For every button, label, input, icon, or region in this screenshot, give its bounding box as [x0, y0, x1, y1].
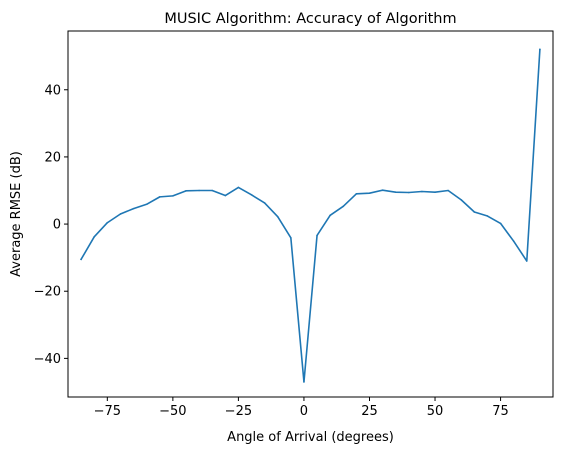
x-tick-label: 25	[361, 404, 378, 419]
data-point	[394, 191, 397, 193]
data-point	[290, 237, 292, 239]
data-point	[342, 205, 345, 208]
y-tick-label: 40	[44, 83, 61, 98]
data-point	[447, 189, 449, 192]
data-point	[172, 195, 174, 197]
x-tick-label: −25	[225, 404, 252, 419]
x-tick-label: −50	[159, 404, 186, 419]
data-point	[185, 190, 187, 192]
data-point	[106, 221, 109, 224]
data-point	[237, 186, 240, 189]
x-axis-ticks: −75 −50 −25 0 25 50 75	[94, 397, 509, 419]
data-point	[368, 192, 371, 194]
y-axis-label: Average RMSE (dB)	[9, 151, 24, 277]
x-tick-label: −75	[94, 404, 121, 419]
data-point	[132, 207, 135, 210]
data-point	[381, 189, 384, 191]
data-point	[224, 194, 227, 197]
series-line	[80, 48, 541, 383]
data-point	[80, 258, 82, 261]
data-point	[355, 193, 358, 195]
data-point	[512, 240, 515, 242]
plot-area	[80, 48, 541, 383]
data-point	[460, 199, 463, 201]
data-point	[145, 203, 148, 206]
data-point	[473, 211, 476, 213]
chart-title: MUSIC Algorithm: Accuracy of Algorithm	[164, 11, 456, 27]
data-point	[499, 222, 502, 225]
x-tick-label: 50	[427, 404, 444, 419]
y-tick-label: 20	[44, 150, 61, 165]
data-point	[303, 381, 305, 383]
data-point	[486, 215, 489, 217]
data-points	[80, 48, 541, 383]
data-point	[158, 196, 161, 198]
data-point	[408, 191, 410, 194]
data-point	[119, 213, 122, 215]
data-point	[250, 194, 253, 196]
x-axis-label: Angle of Arrival (degrees)	[227, 430, 394, 445]
data-point	[539, 48, 541, 51]
y-tick-label: −40	[34, 352, 61, 367]
data-point	[316, 234, 318, 237]
y-tick-label: −20	[34, 285, 61, 300]
data-point	[421, 190, 423, 193]
data-point	[329, 214, 331, 217]
x-tick-label: 0	[300, 404, 308, 419]
data-point	[263, 202, 266, 204]
data-point	[525, 260, 528, 262]
y-axis-ticks: −40 −20 0 20 40	[34, 83, 68, 367]
y-tick-label: 0	[53, 218, 61, 233]
data-point	[198, 189, 200, 192]
data-point	[276, 215, 279, 218]
x-tick-label: 75	[492, 404, 509, 419]
data-point	[434, 191, 436, 193]
data-point	[211, 189, 213, 192]
axes-frame	[67, 30, 554, 398]
data-point	[93, 236, 96, 238]
